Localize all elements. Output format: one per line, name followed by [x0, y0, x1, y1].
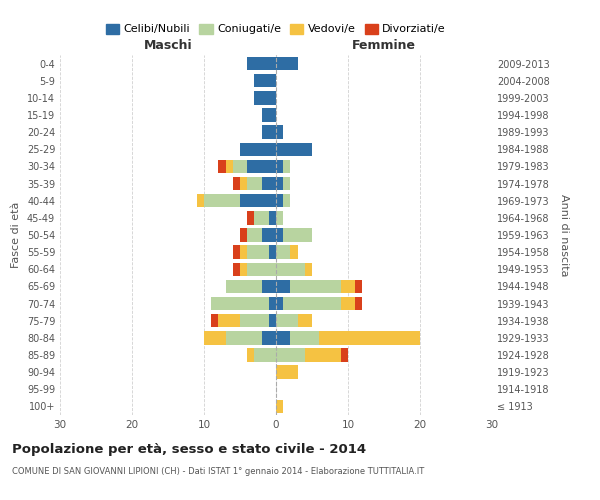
Bar — [276, 211, 283, 224]
Bar — [276, 331, 290, 344]
Bar — [276, 297, 283, 310]
Bar — [269, 246, 276, 259]
Bar — [298, 314, 312, 328]
Bar — [204, 194, 240, 207]
Bar — [276, 314, 298, 328]
Bar — [233, 246, 240, 259]
Bar — [197, 194, 204, 207]
Bar — [269, 314, 276, 328]
Bar — [276, 57, 298, 70]
Bar — [218, 160, 226, 173]
Bar — [247, 160, 276, 173]
Bar — [262, 126, 276, 139]
Bar — [247, 57, 276, 70]
Text: Maschi: Maschi — [143, 38, 193, 52]
Bar — [341, 348, 348, 362]
Bar — [240, 142, 276, 156]
Text: Femmine: Femmine — [352, 38, 416, 52]
Bar — [283, 194, 290, 207]
Bar — [276, 160, 283, 173]
Bar — [319, 331, 420, 344]
Bar — [240, 314, 269, 328]
Bar — [262, 280, 276, 293]
Bar — [204, 331, 226, 344]
Bar — [233, 160, 247, 173]
Y-axis label: Anni di nascita: Anni di nascita — [559, 194, 569, 276]
Bar — [254, 74, 276, 88]
Bar — [283, 228, 312, 241]
Bar — [283, 297, 341, 310]
Bar — [290, 331, 319, 344]
Bar — [276, 194, 283, 207]
Y-axis label: Fasce di età: Fasce di età — [11, 202, 21, 268]
Bar — [247, 211, 254, 224]
Bar — [269, 297, 276, 310]
Bar — [254, 211, 269, 224]
Bar — [283, 177, 290, 190]
Text: COMUNE DI SAN GIOVANNI LIPIONI (CH) - Dati ISTAT 1° gennaio 2014 - Elaborazione : COMUNE DI SAN GIOVANNI LIPIONI (CH) - Da… — [12, 468, 424, 476]
Bar — [211, 314, 218, 328]
Bar — [254, 348, 276, 362]
Text: Popolazione per età, sesso e stato civile - 2014: Popolazione per età, sesso e stato civil… — [12, 442, 366, 456]
Bar — [262, 331, 276, 344]
Bar — [218, 314, 240, 328]
Bar — [226, 280, 262, 293]
Bar — [247, 262, 276, 276]
Bar — [226, 160, 233, 173]
Bar — [276, 142, 312, 156]
Bar — [276, 262, 305, 276]
Bar — [240, 228, 247, 241]
Bar — [305, 348, 341, 362]
Bar — [283, 160, 290, 173]
Bar — [341, 297, 355, 310]
Bar — [276, 280, 290, 293]
Bar — [355, 297, 362, 310]
Bar — [240, 262, 247, 276]
Bar — [269, 211, 276, 224]
Bar — [211, 297, 269, 310]
Bar — [276, 400, 283, 413]
Bar — [276, 348, 305, 362]
Bar — [276, 228, 283, 241]
Bar — [233, 262, 240, 276]
Bar — [276, 366, 298, 379]
Bar — [240, 246, 247, 259]
Bar — [247, 228, 262, 241]
Bar — [240, 194, 276, 207]
Bar — [240, 177, 247, 190]
Bar — [226, 331, 262, 344]
Bar — [262, 177, 276, 190]
Bar — [262, 228, 276, 241]
Bar — [276, 126, 283, 139]
Bar — [247, 246, 269, 259]
Bar — [247, 348, 254, 362]
Bar — [254, 91, 276, 104]
Bar — [276, 246, 290, 259]
Bar — [355, 280, 362, 293]
Bar — [276, 177, 283, 190]
Bar — [233, 177, 240, 190]
Bar — [341, 280, 355, 293]
Bar — [262, 108, 276, 122]
Bar — [290, 280, 341, 293]
Bar — [290, 246, 298, 259]
Bar — [305, 262, 312, 276]
Bar — [247, 177, 262, 190]
Legend: Celibi/Nubili, Coniugati/e, Vedovi/e, Divorziati/e: Celibi/Nubili, Coniugati/e, Vedovi/e, Di… — [101, 19, 451, 39]
